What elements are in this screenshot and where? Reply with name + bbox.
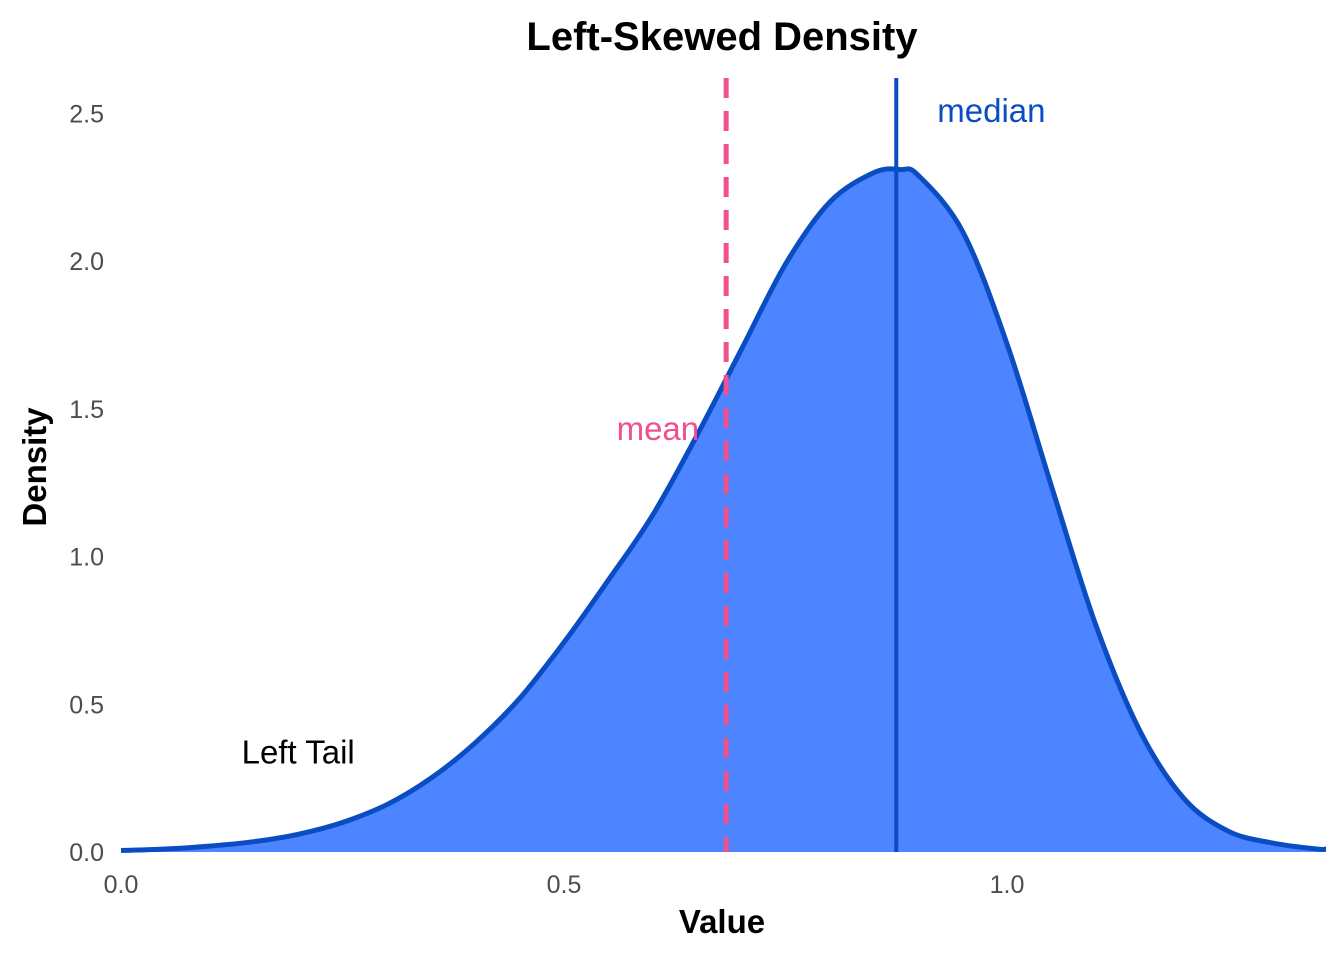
x-tick-label: 1.0 — [990, 871, 1025, 899]
y-tick-label: 0.0 — [69, 839, 104, 867]
y-axis-ticks: 0.0 0.5 1.0 1.5 2.0 2.5 — [69, 100, 104, 867]
x-axis-ticks: 0.0 0.5 1.0 — [104, 871, 1025, 899]
y-tick-label: 2.5 — [69, 100, 104, 128]
y-axis-title: Density — [16, 407, 53, 527]
x-tick-label: 0.5 — [547, 871, 582, 899]
y-tick-label: 0.5 — [69, 691, 104, 719]
plot-area: median mean Left Tail — [120, 78, 1327, 853]
chart-title: Left-Skewed Density — [526, 15, 918, 59]
left-tail-label: Left Tail — [242, 733, 355, 770]
y-tick-label: 1.0 — [69, 544, 104, 572]
median-label: median — [937, 92, 1045, 129]
density-area — [121, 168, 1326, 852]
mean-label: mean — [617, 410, 700, 447]
density-line — [120, 166, 1327, 853]
y-tick-label: 1.5 — [69, 396, 104, 424]
y-tick-label: 2.0 — [69, 248, 104, 276]
x-tick-label: 0.0 — [104, 871, 139, 899]
x-axis-title: Value — [679, 903, 765, 940]
